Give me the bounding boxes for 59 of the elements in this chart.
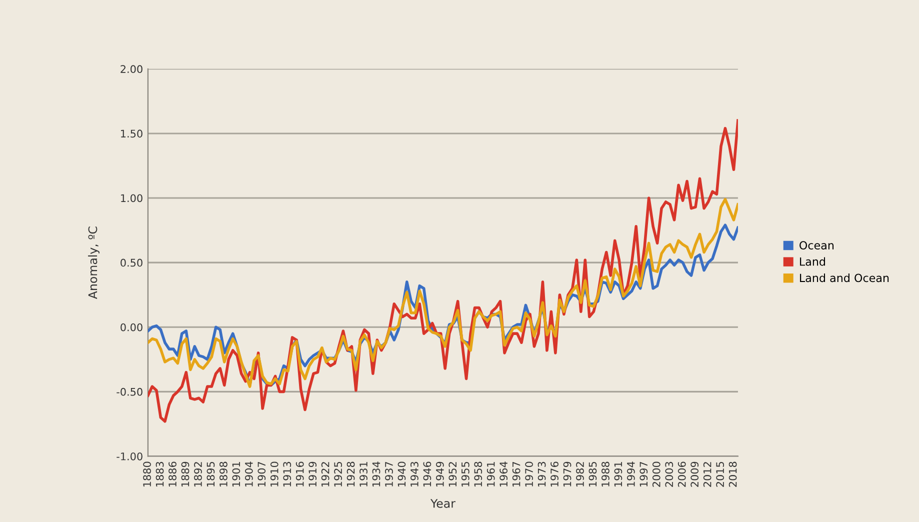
x-tick-label: 1934 xyxy=(372,462,380,486)
x-tick-label: 1970 xyxy=(525,462,533,486)
x-tick-label: 1889 xyxy=(181,462,190,486)
x-tick-label: 1886 xyxy=(168,462,176,486)
x-tick-label: 1961 xyxy=(486,462,495,486)
legend-label: Land xyxy=(800,257,825,266)
x-tick-label: 1964 xyxy=(500,462,508,486)
x-tick-label: 2000 xyxy=(652,462,660,487)
x-tick-label: 1895 xyxy=(206,462,215,486)
y-tick-label: 1.00 xyxy=(121,194,142,202)
x-tick-label: 1898 xyxy=(220,462,228,486)
x-tick-label: 1943 xyxy=(410,462,418,486)
y-axis-title: Anomaly, ºC xyxy=(88,226,100,300)
x-tick-label: 1883 xyxy=(156,462,164,486)
x-tick-label: 1955 xyxy=(461,462,470,486)
x-tick-label: 1880 xyxy=(143,462,151,486)
x-tick-label: 1949 xyxy=(436,462,444,486)
x-tick-label: 2009 xyxy=(690,462,699,487)
x-tick-label: 1928 xyxy=(346,462,355,486)
x-tick-label: 1904 xyxy=(244,462,253,486)
x-tick-label: 1940 xyxy=(398,462,406,486)
y-tick-label: -1.00 xyxy=(116,452,142,460)
x-tick-label: 1931 xyxy=(360,462,368,486)
x-axis-title: Year xyxy=(430,499,456,508)
x-tick-label: 1976 xyxy=(550,462,558,486)
y-tick-label: -0.50 xyxy=(116,388,142,396)
x-tick-label: 1910 xyxy=(270,462,278,486)
x-tick-label: 1901 xyxy=(232,462,240,486)
x-tick-label: 1967 xyxy=(512,462,520,486)
x-tick-label: 1991 xyxy=(614,462,622,486)
x-tick-label: 1937 xyxy=(385,462,393,486)
x-tick-label: 1994 xyxy=(626,462,635,486)
x-tick-label: 1988 xyxy=(602,462,610,486)
y-tick-label: 0.50 xyxy=(120,258,142,267)
x-tick-label: 1946 xyxy=(423,462,432,486)
x-tick-label: 1952 xyxy=(448,462,457,486)
x-tick-label: 1982 xyxy=(576,462,584,486)
x-tick-label: 1919 xyxy=(308,462,317,486)
x-tick-label: 1925 xyxy=(334,462,342,486)
x-tick-label: 1958 xyxy=(474,462,482,486)
y-tick-label: 1.50 xyxy=(121,130,142,138)
x-tick-label: 1985 xyxy=(588,462,597,486)
x-tick-label: 2012 xyxy=(703,462,712,487)
legend-label: Ocean xyxy=(800,241,834,250)
x-tick-label: 1916 xyxy=(296,462,304,486)
x-tick-label: 2006 xyxy=(678,462,686,487)
x-tick-label: 1997 xyxy=(640,462,648,486)
y-tick-label: 0.00 xyxy=(120,323,142,332)
x-tick-label: 1979 xyxy=(563,462,572,486)
x-tick-label: 1907 xyxy=(258,462,266,486)
x-tick-label: 1892 xyxy=(194,462,202,486)
x-tick-label: 1922 xyxy=(321,462,330,486)
legend-label: Land and Ocean xyxy=(800,274,889,282)
x-tick-label: 1973 xyxy=(538,462,546,486)
y-tick-label: 2.00 xyxy=(120,65,142,74)
x-tick-label: 1913 xyxy=(283,462,292,486)
x-tick-label: 2015 xyxy=(716,462,724,487)
x-tick-label: 2018 xyxy=(728,462,737,487)
x-tick-label: 2003 xyxy=(665,462,674,487)
